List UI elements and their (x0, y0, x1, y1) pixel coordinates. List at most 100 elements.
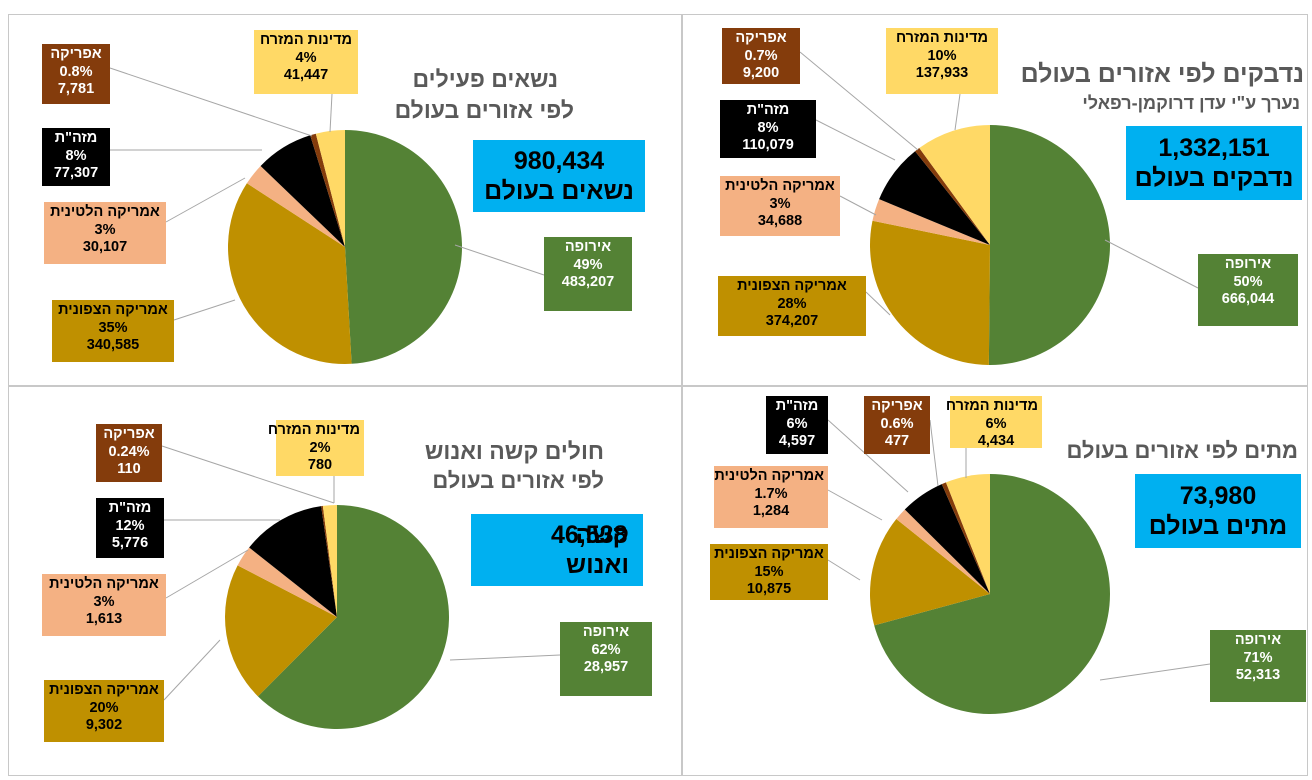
leader-line-north-america (163, 639, 221, 701)
data-label-category: מדינות המזרח (945, 398, 1038, 414)
data-label-east-asia: מזה"ת 6% 4,597 (766, 396, 828, 454)
data-label-percent: 10% (927, 47, 957, 64)
data-label-category: מדינות המזרח (895, 30, 989, 46)
data-label-value: 28,957 (583, 659, 629, 675)
data-label-category: אירופה (1234, 632, 1282, 648)
chart-title: מתים לפי אזורים בעולם (1066, 438, 1298, 463)
data-label-middle-east: מדינות המזרח 10% 137,933 (886, 28, 998, 94)
data-label-percent: 3% (94, 221, 116, 238)
data-label-category: מזה"ת (54, 130, 98, 146)
data-label-value: 780 (307, 457, 333, 473)
total-box: 980,434 נשאים בעולם (473, 140, 645, 212)
pie-slice-north-america (224, 565, 337, 697)
leader-line-africa (161, 445, 335, 504)
data-label-north-america: אמריקה הצפונית 28% 374,207 (718, 276, 866, 336)
pie-slice-middle-east (945, 474, 990, 594)
data-label-latin-america: אמריקה הלטינית 1.7% 1,284 (714, 466, 828, 528)
leader-line-north-america (827, 559, 861, 581)
data-label-percent: 1.7% (754, 485, 788, 502)
data-label-north-america: אמריקה הצפונית 35% 340,585 (52, 300, 174, 362)
data-label-middle-east: מדינות המזרח 4% 41,447 (254, 30, 358, 94)
data-label-percent: 8% (65, 147, 87, 164)
data-label-percent: 12% (115, 517, 145, 534)
data-label-value: 9,302 (85, 717, 123, 733)
leader-line-africa (109, 67, 313, 137)
pie-slice-latin-america (872, 199, 990, 245)
total-box: 73,980 מתים בעולם (1135, 474, 1301, 548)
data-label-africa: אפריקה 0.24% 110 (96, 424, 162, 482)
leader-line-africa (929, 419, 939, 487)
data-label-latin-america: אמריקה הלטינית 3% 30,107 (44, 202, 166, 264)
data-label-north-america: אמריקה הצפונית 20% 9,302 (44, 680, 164, 742)
pie-slice-africa (941, 482, 990, 594)
data-label-category: אירופה (1224, 256, 1272, 272)
leader-line-europe (449, 654, 561, 661)
data-label-category: מדינות המזרח (267, 422, 360, 438)
data-label-africa: אפריקה 0.7% 9,200 (722, 28, 800, 84)
data-label-value: 666,044 (1221, 291, 1275, 307)
pie-slice-latin-america (246, 165, 345, 247)
data-label-value: 7,781 (57, 81, 95, 97)
data-label-value: 340,585 (86, 337, 140, 353)
leader-line-africa (799, 51, 919, 151)
data-label-europe: אירופה 62% 28,957 (560, 622, 652, 696)
chart-title: נשאים פעילים (412, 66, 558, 92)
data-label-category: אירופה (582, 624, 630, 640)
data-label-percent: 15% (754, 563, 784, 580)
data-label-percent: 3% (93, 593, 115, 610)
pie-slice-north-america (870, 519, 990, 626)
pie-slice-latin-america (896, 509, 990, 594)
data-label-category: מזה"ת (108, 500, 152, 516)
pie-slice-east-asia (879, 151, 990, 245)
data-label-value: 1,284 (752, 503, 790, 519)
pie-slice-europe (988, 125, 1110, 365)
data-label-percent: 0.6% (880, 415, 914, 432)
data-label-percent: 0.7% (744, 47, 778, 64)
data-label-category: אפריקה (735, 30, 787, 46)
data-label-category: אמריקה הצפונית (49, 682, 159, 698)
leader-line-latin-america (165, 177, 246, 223)
data-label-latin-america: אמריקה הלטינית 3% 1,613 (42, 574, 166, 636)
pie-slice-east-asia (260, 135, 345, 247)
total-value: 1,332,151 (1158, 134, 1270, 162)
data-label-africa: אפריקה 0.8% 7,781 (42, 44, 110, 104)
data-label-value: 477 (884, 433, 910, 449)
data-label-europe: אירופה 50% 666,044 (1198, 254, 1298, 326)
leader-line-europe (454, 244, 545, 276)
data-label-percent: 6% (985, 415, 1007, 432)
data-label-percent: 28% (777, 295, 807, 312)
total-label: קשה ואנוש (565, 521, 629, 579)
leader-line-middle-east (954, 93, 961, 131)
data-label-value: 137,933 (915, 65, 969, 81)
data-label-category: מזה"ת (775, 398, 819, 414)
leader-line-middle-east (329, 93, 333, 133)
data-label-category: אפריקה (50, 46, 102, 62)
data-label-value: 52,313 (1235, 667, 1281, 683)
leader-line-north-america (865, 291, 891, 316)
total-value: 46,538 (551, 521, 628, 549)
pie-slice-north-america (228, 183, 352, 364)
pie-slice-north-america (870, 220, 990, 365)
data-label-middle-east: מדינות המזרח 2% 780 (267, 420, 364, 476)
data-label-category: אפריקה (871, 398, 923, 414)
leader-line-north-america (173, 299, 236, 321)
leader-line-europe (1104, 239, 1199, 289)
leader-line-latin-america (827, 489, 883, 521)
data-label-percent: 0.24% (108, 443, 150, 460)
leader-line-europe (1099, 663, 1211, 681)
pie-slice-africa (915, 148, 990, 245)
data-label-percent: 50% (1233, 273, 1263, 290)
leader-line-east-asia (827, 419, 909, 493)
pie-slice-middle-east (919, 125, 990, 245)
total-box: 1,332,151 נדבקים בעולם (1126, 126, 1302, 200)
pie-slice-europe (257, 505, 449, 729)
data-label-percent: 6% (786, 415, 808, 432)
data-label-category: אמריקה הצפונית (58, 302, 168, 318)
data-label-east-asia: מזה"ת 8% 110,079 (720, 100, 816, 158)
data-label-europe: אירופה 49% 483,207 (544, 237, 632, 311)
data-label-category: מזה"ת (746, 102, 790, 118)
data-label-value: 374,207 (765, 313, 819, 329)
data-label-percent: 20% (89, 699, 119, 716)
total-box: 46,538 קשה ואנוש (471, 514, 643, 586)
